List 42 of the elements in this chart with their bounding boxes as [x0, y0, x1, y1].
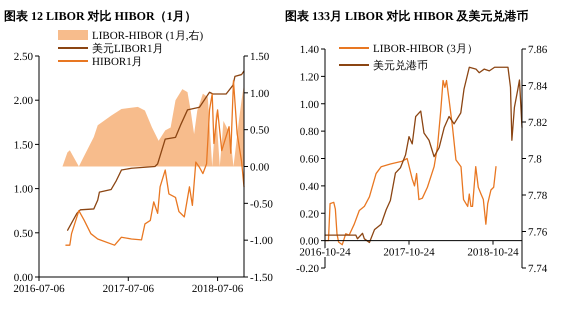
- y-tick-label: 1.50: [14, 139, 34, 152]
- x-tick-label: 2017-10-24: [383, 246, 436, 259]
- y-tick-label: 1.40: [300, 44, 320, 56]
- y2-tick-label: -1.00: [250, 235, 274, 248]
- chart-title: 图表 133月 LIBOR 对比 HIBOR 及美元兑港币: [285, 9, 529, 23]
- y2-tick-label: 1.00: [250, 88, 270, 100]
- y-tick-label: -0.20: [296, 263, 320, 275]
- x-tick-label: 2018-10-24: [467, 246, 520, 259]
- y2-tick-label: 1.50: [250, 51, 270, 63]
- legend-label: LIBOR-HIBOR (1月,右): [92, 30, 204, 42]
- x-tick-label: 2017-07-06: [102, 283, 154, 295]
- legend-label: 美元LIBOR1月: [92, 42, 164, 55]
- y2-tick-label: 7.78: [528, 190, 548, 202]
- y2-tick-label: 7.8: [528, 154, 542, 166]
- y2-tick-label: 0.00: [250, 162, 270, 174]
- line-series: [324, 80, 497, 246]
- y-tick-label: 2.00: [14, 95, 34, 108]
- y-tick-label: 0.40: [300, 180, 320, 193]
- y-tick-label: 2.50: [14, 51, 34, 63]
- y2-tick-label: 7.76: [528, 226, 548, 238]
- y2-tick-label: 7.82: [528, 117, 548, 129]
- y-tick-label: 0.00: [300, 236, 320, 248]
- y2-tick-label: 0.50: [250, 124, 270, 137]
- y2-tick-label: 7.84: [528, 80, 548, 92]
- legend-label: 美元兑港币: [373, 59, 428, 72]
- y2-tick-label: -1.50: [250, 272, 274, 284]
- x-tick-label: 2018-07-06: [192, 283, 244, 295]
- y-tick-label: 0.80: [300, 126, 320, 138]
- legend-label: LIBOR-HIBOR (3月）: [373, 43, 478, 55]
- y-tick-label: 0.00: [14, 272, 34, 284]
- y2-tick-label: 7.74: [528, 263, 548, 275]
- y2-tick-label: -0.50: [250, 198, 274, 210]
- x-tick-label: 2016-07-06: [13, 283, 66, 295]
- y-tick-label: 1.00: [14, 184, 34, 196]
- legend-label: HIBOR1月: [92, 56, 143, 68]
- y-tick-label: 1.20: [300, 71, 320, 84]
- y-tick-label: 1.00: [300, 98, 320, 111]
- y-tick-label: 0.20: [300, 208, 320, 220]
- chart-title: 图表 12 LIBOR 对比 HIBOR（1月）: [4, 9, 197, 23]
- y-tick-label: 0.60: [300, 154, 320, 166]
- y-tick-label: 0.50: [14, 228, 34, 240]
- y2-tick-label: 7.86: [528, 44, 548, 56]
